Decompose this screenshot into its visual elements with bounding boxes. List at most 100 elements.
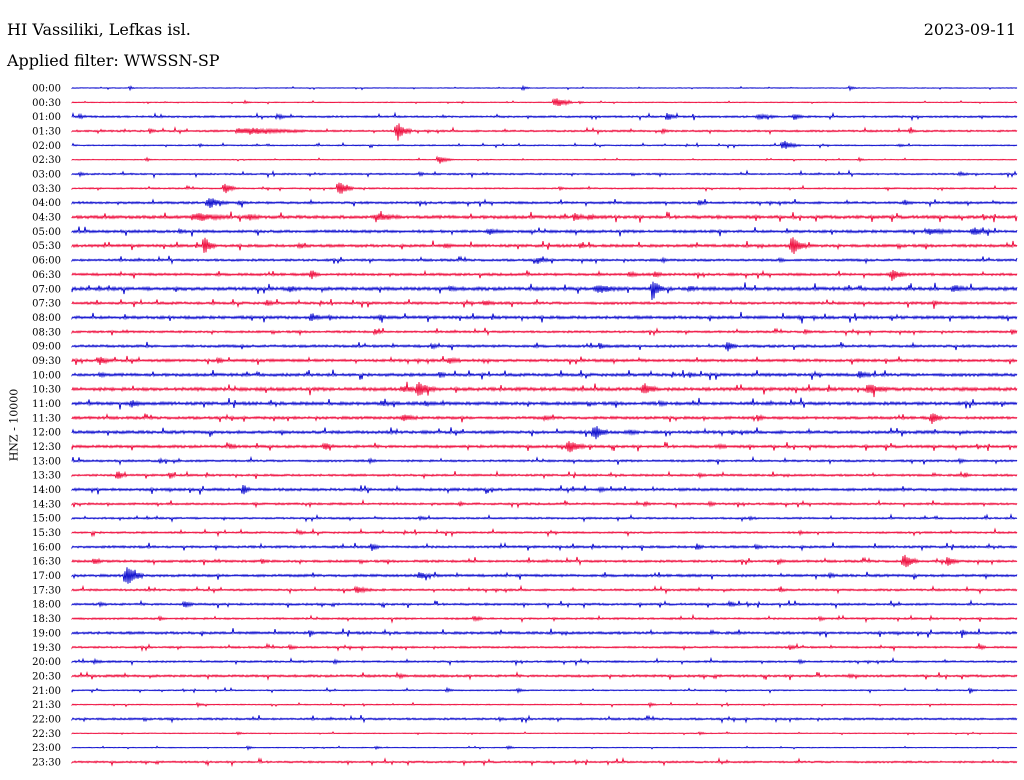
row-time-label: 20:00 [32, 657, 61, 668]
row-time-label: 16:00 [32, 542, 61, 553]
row-time-label: 17:00 [32, 571, 61, 582]
trace-line [71, 470, 1018, 480]
row-time-label: 13:30 [32, 471, 61, 482]
row-time-label: 15:00 [32, 514, 61, 525]
row-time-label: 14:00 [32, 485, 61, 496]
trace-line [71, 584, 1018, 595]
row-time-label: 01:30 [32, 127, 61, 138]
trace-line [71, 554, 1018, 568]
trace-line [71, 369, 1018, 381]
trace-line [71, 84, 1018, 92]
trace-line [71, 455, 1018, 466]
row-time-label: 19:00 [32, 628, 61, 639]
row-time-label: 21:00 [32, 686, 61, 697]
trace-line [71, 182, 1018, 194]
trace-line [71, 226, 1018, 237]
trace-line [71, 426, 1018, 440]
trace-line [71, 756, 1018, 768]
row-time-label: 10:00 [32, 370, 61, 381]
trace-line [71, 441, 1018, 453]
row-time-label: 12:00 [32, 428, 61, 439]
trace-line [71, 642, 1018, 653]
row-time-label: 23:00 [32, 743, 61, 754]
row-time-label: 00:00 [32, 84, 61, 95]
row-time-label: 04:00 [32, 198, 61, 209]
trace-line [71, 397, 1018, 410]
trace-line [71, 567, 1018, 584]
trace-line [71, 656, 1018, 667]
trace-line [71, 311, 1018, 324]
row-time-label: 22:00 [32, 714, 61, 725]
row-time-label: 07:30 [32, 299, 61, 310]
trace-line [71, 613, 1018, 624]
trace-line [71, 686, 1018, 694]
row-time-label: 05:30 [32, 241, 61, 252]
trace-line [71, 498, 1018, 509]
row-time-label: 07:00 [32, 284, 61, 295]
row-time-label: 08:00 [32, 313, 61, 324]
row-time-label: 20:30 [32, 671, 61, 682]
row-time-label: 18:30 [32, 614, 61, 625]
row-time-label: 00:30 [32, 98, 61, 109]
trace-line [71, 211, 1018, 223]
trace-line [71, 484, 1018, 495]
filter-label: Applied filter: WWSSN-SP [7, 51, 220, 70]
trace-line [71, 140, 1018, 149]
trace-line [71, 198, 1018, 208]
row-time-label: 09:00 [32, 342, 61, 353]
row-time-label: 21:30 [32, 700, 61, 711]
row-time-label: 11:30 [32, 413, 61, 424]
trace-line [71, 341, 1018, 352]
trace-line [71, 542, 1018, 552]
row-time-label: 10:30 [32, 385, 61, 396]
trace-line [71, 237, 1018, 255]
row-time-label: 12:30 [32, 442, 61, 453]
row-time-label: 04:30 [32, 213, 61, 224]
trace-line [71, 527, 1018, 538]
row-time-label: 05:00 [32, 227, 61, 238]
trace-line [71, 628, 1018, 638]
trace-line [71, 731, 1018, 736]
row-time-label: 14:30 [32, 499, 61, 510]
trace-line [71, 169, 1018, 179]
trace-line [71, 255, 1018, 265]
trace-line [71, 714, 1018, 724]
row-time-label: 16:30 [32, 557, 61, 568]
row-time-label: 17:30 [32, 585, 61, 596]
trace-line [71, 413, 1018, 424]
trace-line [71, 513, 1018, 523]
row-time-label: 19:30 [32, 643, 61, 654]
station-title: HI Vassiliki, Lefkas isl. [7, 20, 191, 39]
trace-line [71, 98, 1018, 107]
row-time-label: 23:30 [32, 757, 61, 768]
trace-line [71, 298, 1018, 309]
row-time-label: 09:30 [32, 356, 61, 367]
trace-line [71, 599, 1018, 610]
row-time-label: 06:30 [32, 270, 61, 281]
trace-line [71, 269, 1018, 281]
trace-line [71, 381, 1018, 398]
row-time-label: 22:30 [32, 729, 61, 740]
trace-line [71, 701, 1018, 709]
row-time-label: 03:00 [32, 170, 61, 181]
row-time-label: 01:00 [32, 112, 61, 123]
row-time-label: 02:00 [32, 141, 61, 152]
trace-line [71, 327, 1018, 337]
plot-date: 2023-09-11 [923, 20, 1016, 39]
row-time-label: 13:00 [32, 456, 61, 467]
row-time-label: 08:30 [32, 327, 61, 338]
trace-line [71, 111, 1018, 122]
row-time-label: 18:00 [32, 600, 61, 611]
trace-line [71, 123, 1018, 141]
row-time-label: 06:00 [32, 256, 61, 267]
trace-line [71, 745, 1018, 751]
trace-line [71, 355, 1018, 366]
row-time-label: 11:00 [32, 399, 61, 410]
row-time-label: 15:30 [32, 528, 61, 539]
row-time-label: 03:30 [32, 184, 61, 195]
trace-line [71, 671, 1018, 681]
trace-line [71, 155, 1018, 164]
row-time-label: 02:30 [32, 155, 61, 166]
trace-line [71, 281, 1018, 300]
